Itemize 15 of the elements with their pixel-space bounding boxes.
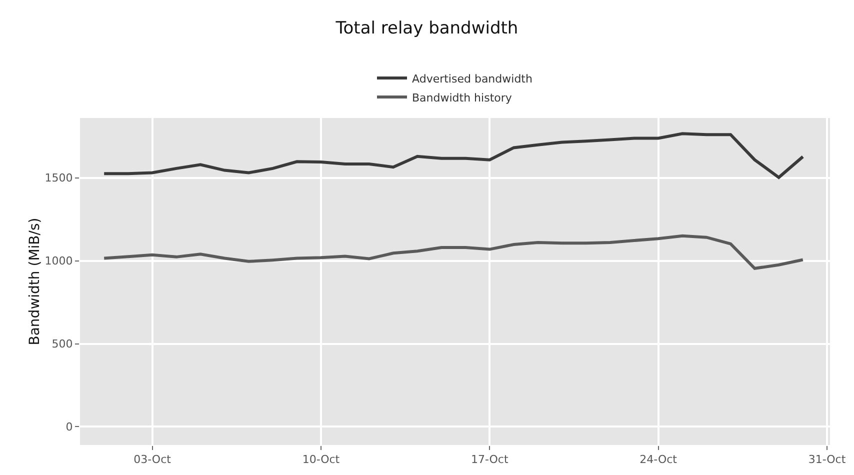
- x-tick-label: 10-Oct: [302, 453, 340, 466]
- x-tick-label: 31-Oct: [808, 453, 846, 466]
- line-series: [102, 132, 804, 179]
- y-tick-label: 1000: [44, 254, 73, 268]
- y-axis-title: Bandwidth (MiB/s): [26, 218, 43, 346]
- line-series: [102, 234, 804, 270]
- y-tick-label: 0: [66, 420, 73, 434]
- legend-label: Bandwidth history: [412, 91, 512, 104]
- y-tick-label: 1500: [44, 172, 73, 185]
- x-tick-label: 17-Oct: [470, 453, 509, 466]
- legend-label: Advertised bandwidth: [412, 72, 532, 86]
- x-tick-label: 03-Oct: [134, 453, 172, 466]
- chart-title: Total relay bandwidth: [334, 18, 518, 38]
- x-tick-label: 24-Oct: [640, 453, 678, 466]
- y-tick-label: 500: [52, 338, 73, 351]
